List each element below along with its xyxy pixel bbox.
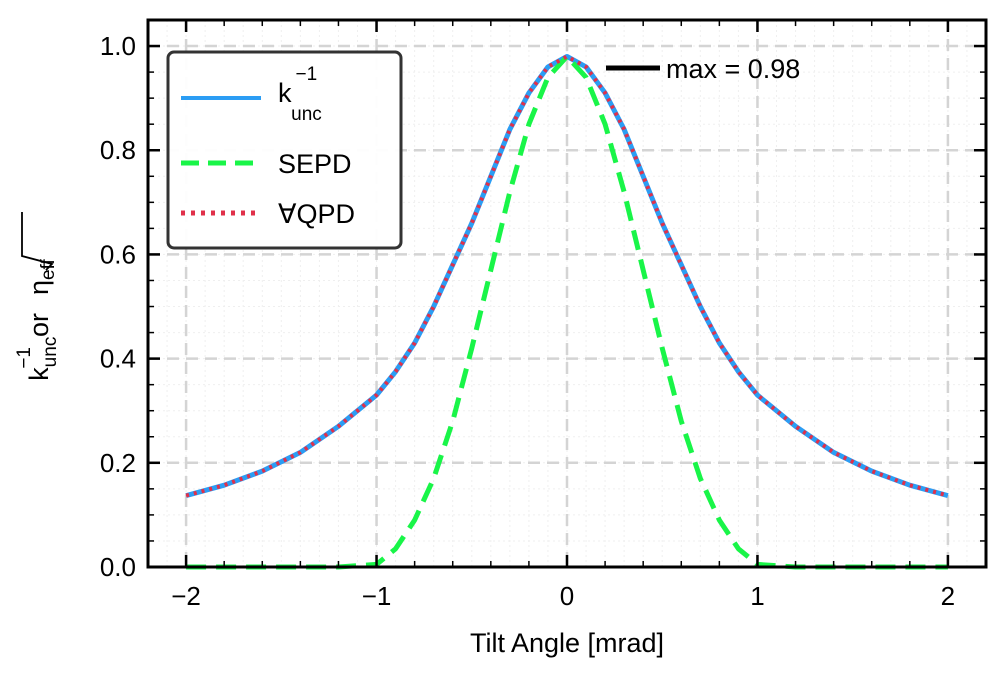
x-tick-label-4: 2 — [941, 581, 955, 611]
legend-label-sepd: SEPD — [278, 149, 352, 179]
max-annotation: max = 0.98 — [606, 54, 800, 84]
x-axis-label: Tilt Angle [mrad] — [470, 628, 664, 658]
x-tick-label-3: 1 — [750, 581, 764, 611]
legend-box — [166, 50, 403, 250]
y-tick-label-1: 0.2 — [100, 448, 136, 478]
legend-label-kunc: k−1 unc — [278, 64, 322, 125]
x-tick-label-2: 0 — [560, 581, 574, 611]
series-line-2 — [185, 54, 949, 498]
y-axis-label: kunc−1 or ηeff — [14, 212, 61, 381]
y-label-eff: eff — [38, 258, 59, 280]
legend: k−1 unc SEPD ∀QPD — [166, 50, 403, 250]
y-tick-label-2: 0.4 — [100, 344, 136, 374]
y-label-unc: unc — [40, 337, 61, 368]
grid — [147, 19, 987, 569]
y-tick-label-3: 0.6 — [100, 239, 136, 269]
y-tick-label-4: 0.8 — [100, 135, 136, 165]
legend-label-qpd: ∀QPD — [278, 199, 355, 229]
y-label-minus-one: −1 — [14, 347, 35, 369]
y-label-or: or — [24, 313, 54, 337]
x-tick-label-1: −1 — [362, 581, 392, 611]
y-label-eta: η — [24, 280, 54, 295]
y-label-k: k — [24, 367, 54, 381]
sqrt-radical — [21, 212, 54, 271]
svg-text:kunc−1orηeff: kunc−1 or ηeff — [14, 258, 61, 380]
y-tick-label-5: 1.0 — [100, 31, 136, 61]
y-tick-label-0: 0.0 — [100, 552, 136, 582]
max-annotation-text: max = 0.98 — [666, 54, 800, 84]
ticks: −2 −1 0 1 2 0.0 0.2 0.4 0.6 0.8 1.0 — [100, 19, 987, 611]
x-tick-label-0: −2 — [171, 581, 201, 611]
